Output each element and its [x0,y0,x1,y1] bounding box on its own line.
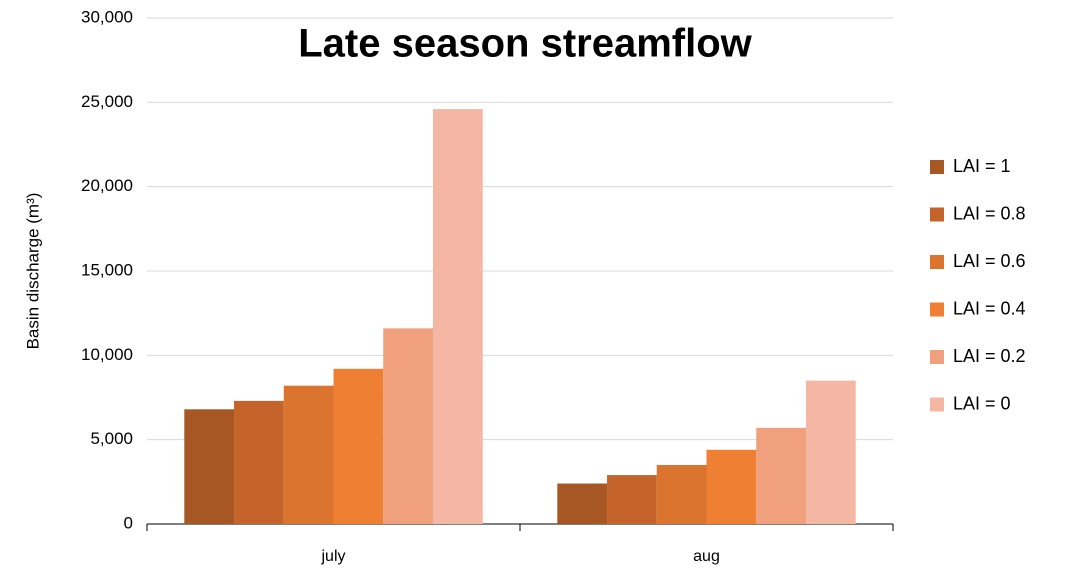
legend-label: LAI = 0.8 [953,203,1026,223]
x-tick-label: aug [693,548,720,565]
legend-swatch [930,160,944,174]
y-tick-label: 25,000 [81,92,133,111]
bar [283,385,334,524]
legend-label: LAI = 0.6 [953,251,1026,271]
legend-label: LAI = 1 [953,156,1011,176]
y-axis-label: Basin discharge (m³) [23,193,42,350]
x-tick-label: july [320,548,345,565]
bar [805,380,856,524]
legend-label: LAI = 0 [953,393,1011,413]
bar [706,449,757,524]
legend-swatch [930,350,944,364]
legend-label: LAI = 0.2 [953,346,1026,366]
legend-swatch [930,207,944,222]
y-tick-label: 15,000 [81,260,133,279]
bar [184,409,235,524]
bar [432,109,483,524]
y-tick-label: 10,000 [81,345,133,364]
bar [756,427,806,524]
y-tick-label: 0 [124,513,133,532]
y-tick-label: 30,000 [81,7,133,26]
legend-swatch [930,255,944,269]
bar [656,464,707,524]
bar [333,368,384,524]
bar [383,328,433,524]
y-tick-label: 20,000 [81,176,133,195]
legend-label: LAI = 0.4 [953,298,1026,318]
bar [234,400,284,524]
legend-swatch [930,302,944,317]
bar [607,475,657,524]
chart-title: Late season streamflow [298,22,752,66]
y-tick-label: 5,000 [90,429,133,448]
bar [557,483,608,524]
legend-swatch [930,397,944,412]
